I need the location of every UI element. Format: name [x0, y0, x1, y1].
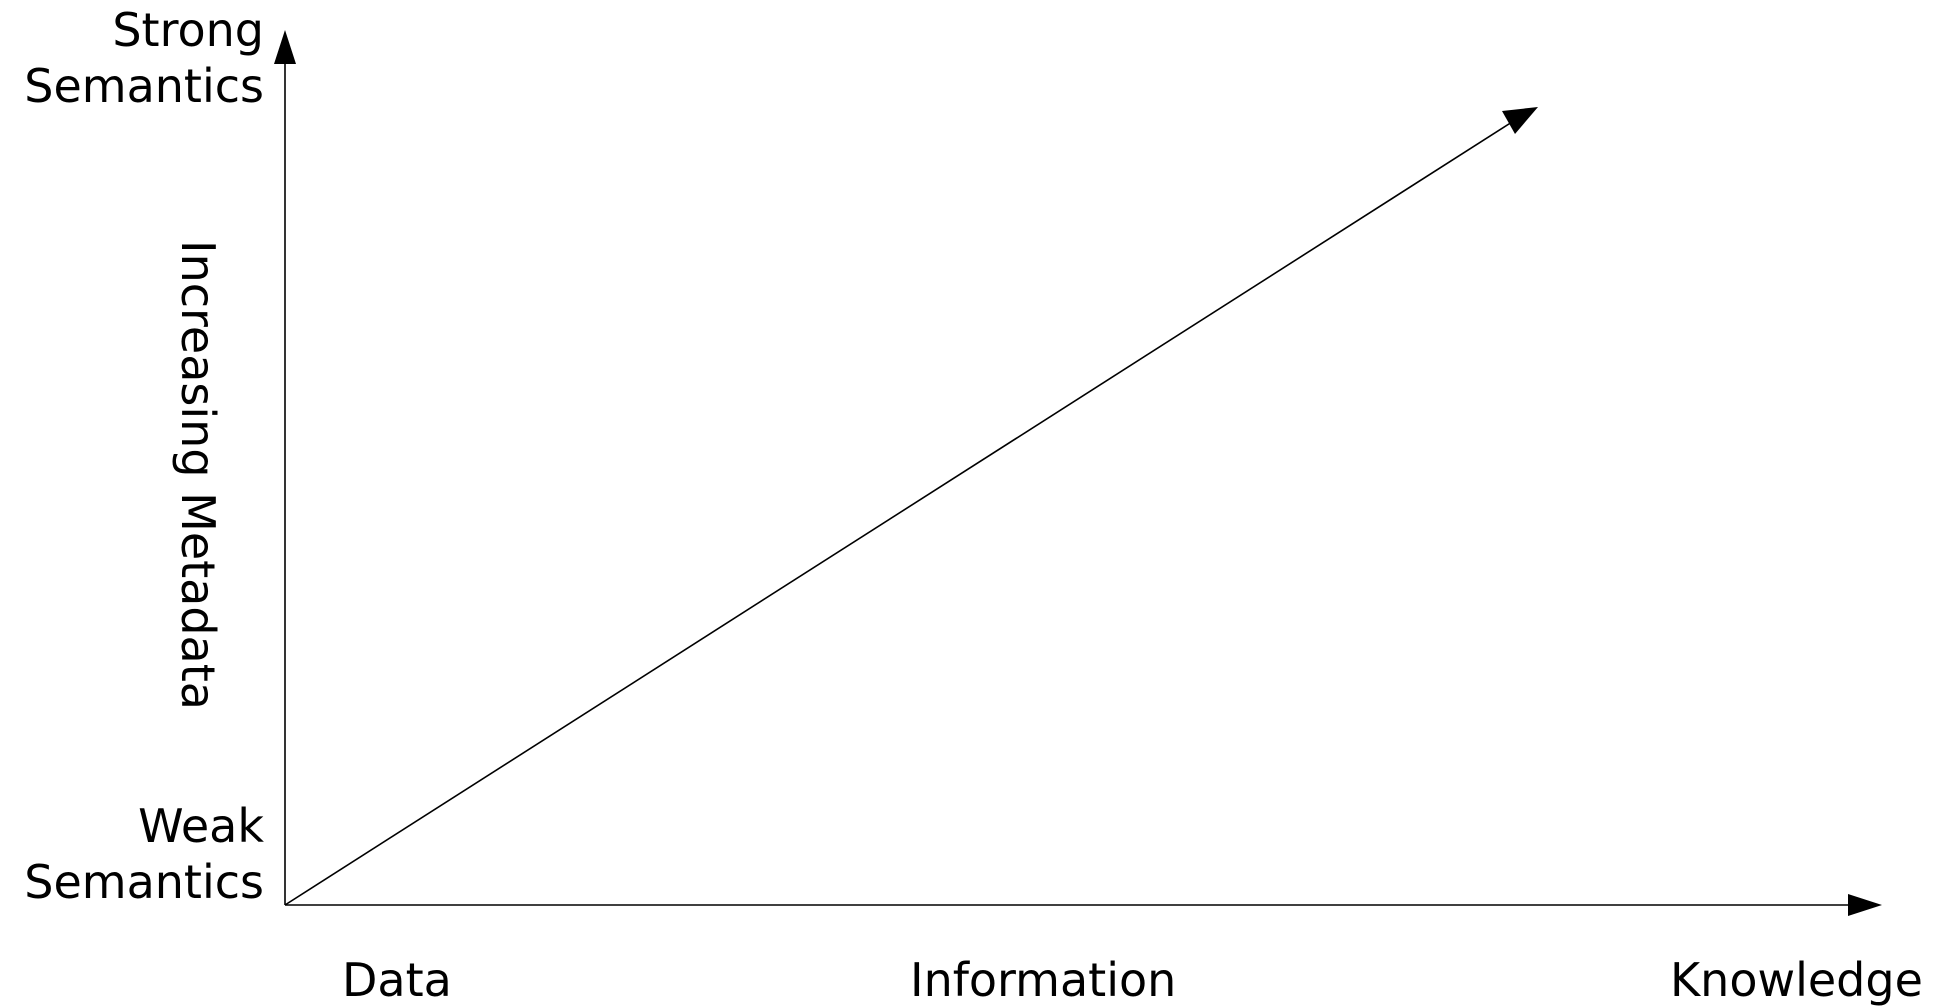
x-axis-arrowhead — [1848, 894, 1882, 916]
trend-arrowhead — [1502, 107, 1538, 134]
y-axis-top-label-line-1: Strong — [112, 3, 264, 57]
y-axis-title: Increasing Metadata — [171, 240, 225, 710]
y-axis-top-label-line-2: Semantics — [24, 59, 264, 113]
x-axis-label-data: Data — [342, 953, 452, 1007]
y-axis-top-label: Strong Semantics — [24, 2, 264, 114]
x-axis-label-information: Information — [910, 953, 1177, 1007]
y-axis-bottom-label-line-2: Semantics — [24, 855, 264, 909]
x-axis-label-knowledge: Knowledge — [1670, 953, 1923, 1007]
y-axis-bottom-label-line-1: Weak — [138, 799, 264, 853]
y-axis-arrowhead — [274, 30, 296, 64]
y-axis-bottom-label: Weak Semantics — [24, 798, 264, 910]
trend-arrow-line — [284, 121, 1513, 906]
